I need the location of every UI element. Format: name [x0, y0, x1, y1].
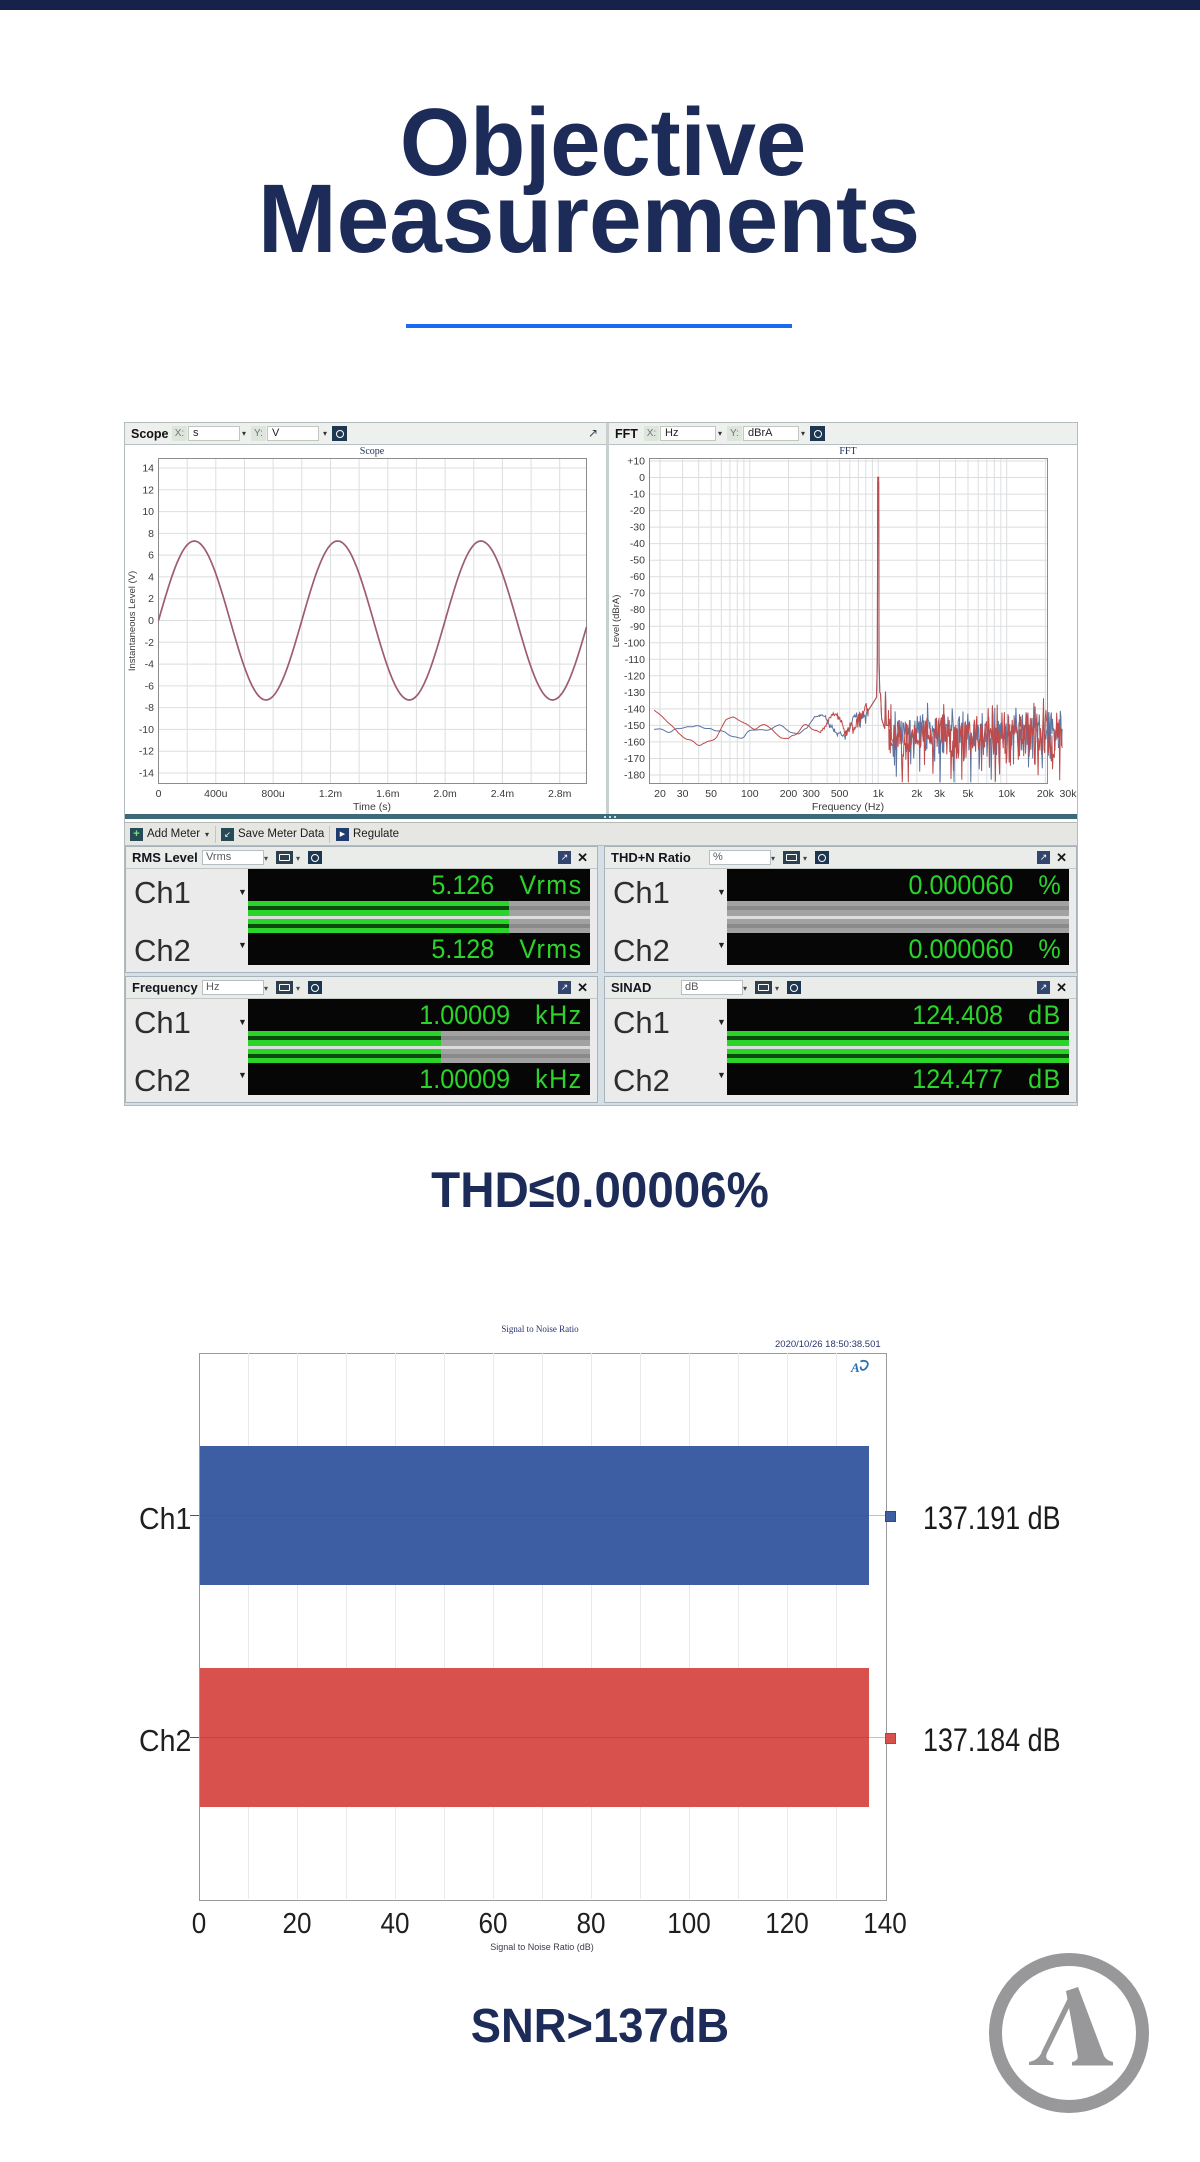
- svg-text:-170: -170: [624, 753, 645, 765]
- svg-text:-60: -60: [630, 571, 645, 583]
- svg-text:2: 2: [148, 593, 154, 605]
- svg-text:0: 0: [148, 615, 154, 627]
- svg-text:-2: -2: [145, 637, 154, 649]
- svg-text:0: 0: [156, 788, 162, 800]
- svg-text:-30: -30: [630, 522, 645, 534]
- svg-text:-14: -14: [139, 768, 154, 780]
- svg-text:200: 200: [780, 788, 798, 800]
- svg-text:-90: -90: [630, 621, 645, 633]
- svg-text:Level (dBrA): Level (dBrA): [611, 595, 622, 648]
- svg-text:100: 100: [741, 788, 759, 800]
- svg-text:A: A: [850, 1360, 860, 1375]
- svg-text:-130: -130: [624, 687, 645, 699]
- svg-text:8: 8: [148, 528, 154, 540]
- svg-text:2.0m: 2.0m: [433, 788, 457, 800]
- svg-text:14: 14: [142, 463, 154, 475]
- svg-text:-150: -150: [624, 720, 645, 732]
- svg-text:-10: -10: [630, 489, 645, 501]
- svg-text:1.6m: 1.6m: [376, 788, 400, 800]
- svg-text:5k: 5k: [962, 788, 974, 800]
- svg-text:-100: -100: [624, 637, 645, 649]
- svg-text:3k: 3k: [934, 788, 946, 800]
- svg-text:12: 12: [142, 484, 154, 496]
- svg-text:800u: 800u: [261, 788, 285, 800]
- svg-text:400u: 400u: [204, 788, 228, 800]
- svg-text:0: 0: [639, 472, 645, 484]
- svg-text:50: 50: [705, 788, 717, 800]
- svg-text:4: 4: [148, 571, 154, 583]
- svg-text:-4: -4: [145, 659, 154, 671]
- svg-text:-6: -6: [145, 680, 154, 692]
- svg-text:300: 300: [802, 788, 820, 800]
- svg-text:-20: -20: [630, 505, 645, 517]
- svg-text:-12: -12: [139, 746, 154, 758]
- svg-text:2.4m: 2.4m: [491, 788, 515, 800]
- svg-text:1.2m: 1.2m: [319, 788, 343, 800]
- svg-text:500: 500: [831, 788, 849, 800]
- svg-text:30k: 30k: [1060, 788, 1078, 800]
- svg-text:-180: -180: [624, 770, 645, 782]
- svg-text:-160: -160: [624, 736, 645, 748]
- svg-text:-120: -120: [624, 670, 645, 682]
- svg-text:-110: -110: [625, 654, 645, 666]
- svg-text:1k: 1k: [873, 788, 885, 800]
- svg-text:20: 20: [654, 788, 666, 800]
- svg-text:Time (s): Time (s): [353, 801, 391, 813]
- svg-text:10: 10: [142, 506, 154, 518]
- svg-text:Scope: Scope: [360, 446, 385, 457]
- svg-text:Frequency (Hz): Frequency (Hz): [812, 801, 884, 813]
- svg-text:Instantaneous Level (V): Instantaneous Level (V): [127, 571, 138, 671]
- svg-text:-40: -40: [630, 538, 645, 550]
- svg-text:-8: -8: [145, 702, 154, 714]
- svg-text:-50: -50: [630, 555, 645, 567]
- svg-text:20k: 20k: [1037, 788, 1055, 800]
- svg-text:2.8m: 2.8m: [548, 788, 572, 800]
- svg-text:+10: +10: [627, 456, 645, 468]
- svg-text:-70: -70: [630, 588, 645, 600]
- svg-text:FFT: FFT: [839, 446, 856, 457]
- svg-text:-80: -80: [630, 604, 645, 616]
- svg-text:2k: 2k: [911, 788, 923, 800]
- svg-text:30: 30: [677, 788, 689, 800]
- svg-text:6: 6: [148, 550, 154, 562]
- svg-text:-10: -10: [139, 724, 154, 736]
- svg-text:-140: -140: [624, 703, 645, 715]
- svg-text:10k: 10k: [998, 788, 1016, 800]
